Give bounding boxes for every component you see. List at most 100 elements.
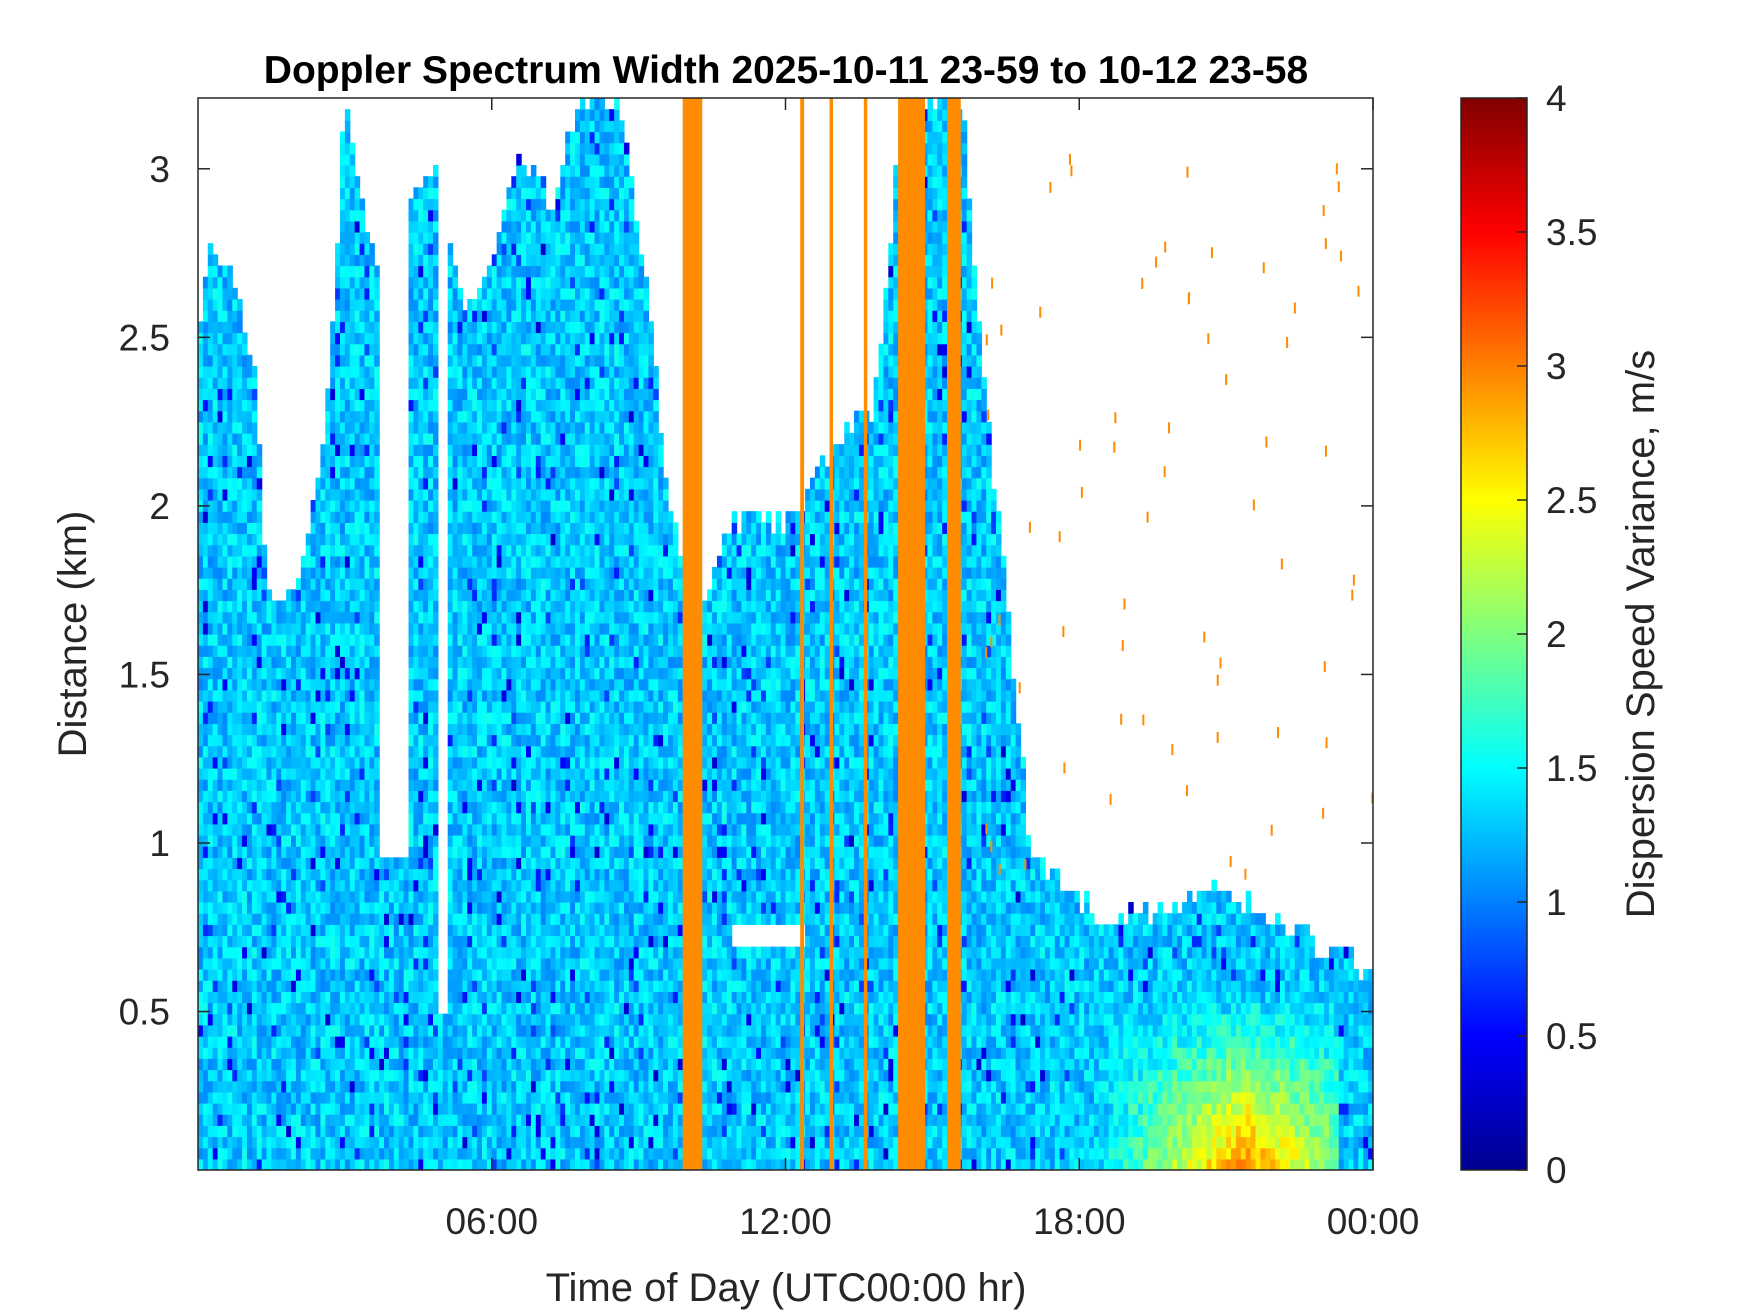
heatmap-cell <box>501 1002 508 1015</box>
heatmap-cell <box>354 377 361 389</box>
heatmap-cell <box>506 354 512 367</box>
heatmap-cell <box>481 444 488 456</box>
heatmap-cell <box>315 1036 321 1048</box>
heatmap-cell <box>291 734 297 747</box>
heatmap-cell <box>481 343 488 356</box>
heatmap-cell <box>335 243 341 255</box>
heatmap-cell <box>286 622 292 635</box>
heatmap-cell <box>413 1125 419 1138</box>
heatmap-cell <box>447 243 454 255</box>
heatmap-cell <box>310 622 317 635</box>
heatmap-cell <box>354 276 361 289</box>
heatmap-cell <box>384 913 390 925</box>
heatmap-cell <box>535 879 542 892</box>
heatmap-cell <box>335 455 341 468</box>
heatmap-cell <box>335 332 341 345</box>
heatmap-cell <box>344 299 351 311</box>
heatmap-cell <box>428 723 434 736</box>
heatmap-cell <box>462 522 468 535</box>
heatmap-cell <box>462 890 468 903</box>
heatmap-cell <box>232 589 238 602</box>
heatmap-cell <box>305 957 312 970</box>
heatmap-cell <box>325 622 331 635</box>
heatmap-cell <box>305 812 312 825</box>
heatmap-cell <box>315 578 321 590</box>
heatmap-cell <box>423 913 429 925</box>
heatmap-cell <box>261 678 268 691</box>
heatmap-cell <box>501 890 508 903</box>
heatmap-cell <box>202 366 209 378</box>
heatmap-cell <box>472 879 478 892</box>
heatmap-cell <box>501 622 508 635</box>
heatmap-cell <box>374 622 380 635</box>
heatmap-cell <box>477 477 483 490</box>
heatmap-cell <box>344 745 351 758</box>
heatmap-cell <box>408 622 415 635</box>
heatmap-cell <box>535 701 542 713</box>
heatmap-cell <box>511 1036 517 1048</box>
heatmap-cell <box>242 801 248 814</box>
heatmap-cell <box>526 578 532 590</box>
heatmap-cell <box>462 701 468 713</box>
heatmap-cell <box>403 857 410 870</box>
heatmap-cell <box>462 946 468 959</box>
heatmap-cell <box>222 310 228 322</box>
heatmap-cell <box>354 176 361 188</box>
heatmap-cell <box>496 343 503 356</box>
heatmap-cell <box>364 645 370 657</box>
heatmap-cell <box>477 734 483 747</box>
heatmap-cell <box>354 1125 361 1138</box>
heatmap-cell <box>433 645 439 657</box>
heatmap-cell <box>433 299 439 311</box>
heatmap-cell <box>330 399 336 412</box>
heatmap-cell <box>359 879 366 892</box>
heatmap-cell <box>433 1125 439 1138</box>
heatmap-cell <box>242 1091 248 1104</box>
heatmap-cell <box>344 1047 351 1059</box>
heatmap-cell <box>344 120 351 133</box>
heatmap-cell <box>491 1147 498 1160</box>
heatmap-cell <box>207 310 214 322</box>
heatmap-cell <box>222 790 228 803</box>
heatmap-cell <box>339 589 346 602</box>
heatmap-cell <box>335 377 341 389</box>
heatmap-cell <box>374 846 380 858</box>
heatmap-cell <box>246 1080 253 1093</box>
heatmap-cell <box>335 712 341 724</box>
heatmap-cell <box>364 444 370 456</box>
heatmap-cell <box>261 768 268 780</box>
heatmap-cell <box>428 198 434 211</box>
heatmap-cell <box>413 946 419 959</box>
heatmap-cell <box>207 276 214 289</box>
heatmap-cell <box>408 723 415 736</box>
heatmap-cell <box>472 1125 478 1138</box>
heatmap-cell <box>271 1158 277 1170</box>
heatmap-cell <box>344 343 351 356</box>
heatmap-cell <box>496 745 503 758</box>
heatmap-cell <box>496 321 503 334</box>
heatmap-cell <box>467 410 473 423</box>
heatmap-cell <box>364 689 370 702</box>
heatmap-cell <box>447 1013 454 1026</box>
heatmap-cell <box>344 846 351 858</box>
heatmap-cell <box>354 790 361 803</box>
heatmap-cell <box>354 187 361 200</box>
heatmap-cell <box>472 890 478 903</box>
heatmap-cell <box>530 1114 537 1126</box>
heatmap-cell <box>251 410 258 423</box>
heatmap-cell <box>477 835 483 847</box>
heatmap-cell <box>222 745 228 758</box>
heatmap-cell <box>212 611 219 624</box>
heatmap-cell <box>217 354 224 367</box>
heatmap-cell <box>344 1013 351 1026</box>
heatmap-cell <box>486 779 493 791</box>
heatmap-cell <box>481 890 488 903</box>
heatmap-cell <box>251 857 258 870</box>
heatmap-cell <box>344 689 351 702</box>
heatmap-cell <box>295 779 302 791</box>
heatmap-cell <box>535 1158 542 1170</box>
heatmap-cell <box>447 645 454 657</box>
heatmap-cell <box>506 444 512 456</box>
heatmap-cell <box>359 723 366 736</box>
heatmap-cell <box>232 723 238 736</box>
